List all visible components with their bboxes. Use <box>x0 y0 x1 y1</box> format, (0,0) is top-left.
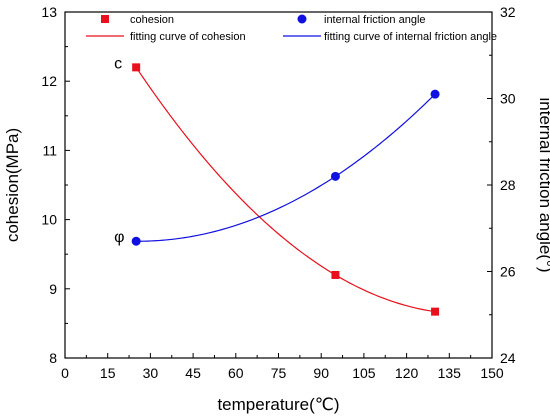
x-tick-label: 75 <box>271 365 287 381</box>
cohesion-point <box>331 270 340 279</box>
x-tick-label: 105 <box>352 365 376 381</box>
axis-labels: 0 15 30 45 60 75 90 105 120 135 150 8 9 10 11 12 13 24 26 2… <box>3 4 550 414</box>
legend-friction-label: internal friction angle <box>324 14 426 26</box>
x-tick-label: 15 <box>100 365 116 381</box>
y-right-axis-title: internal friction angle(°) <box>536 98 550 273</box>
legend-cohesion-label: cohesion <box>130 14 174 26</box>
cohesion-point <box>431 307 440 316</box>
legend-fit-friction-label: fitting curve of internal friction angle <box>324 31 497 43</box>
x-tick-label: 90 <box>313 365 329 381</box>
y-left-tick-label: 12 <box>41 73 57 89</box>
fitting-curves <box>135 67 436 313</box>
y-left-tick-label: 10 <box>41 212 57 228</box>
y-right-tick-label: 24 <box>500 350 516 366</box>
x-tick-label: 60 <box>228 365 244 381</box>
y-left-tick-label: 8 <box>49 350 57 366</box>
legend-fit-cohesion-label: fitting curve of cohesion <box>130 31 246 43</box>
cohesion-point <box>132 63 141 72</box>
y-left-tick-label: 9 <box>49 281 57 297</box>
y-right-tick-label: 32 <box>500 4 516 20</box>
y-left-axis-title: cohesion(MPa) <box>3 128 22 242</box>
x-tick-label: 30 <box>143 365 159 381</box>
legend-friction-marker <box>297 14 307 24</box>
legend-cohesion-marker <box>101 15 109 23</box>
x-tick-label: 135 <box>438 365 462 381</box>
legend: cohesion fitting curve of cohesion interna… <box>86 14 497 43</box>
x-tick-label: 120 <box>395 365 419 381</box>
fit-curve-friction-angle <box>136 93 436 242</box>
annotation-phi: φ <box>114 229 124 246</box>
annotations: cφ <box>114 55 124 246</box>
fit-curve-cohesion <box>135 67 436 313</box>
data-markers <box>131 63 440 316</box>
x-tick-label: 150 <box>480 365 504 381</box>
y-left-tick-label: 13 <box>41 4 57 20</box>
y-right-tick-label: 26 <box>500 264 516 280</box>
friction-angle-point <box>430 89 440 99</box>
y-right-tick-label: 28 <box>500 177 516 193</box>
y-left-tick-label: 11 <box>42 142 57 158</box>
friction-angle-point <box>330 171 340 181</box>
x-axis-title: temperature(℃) <box>217 395 339 414</box>
axes-frame <box>64 11 493 359</box>
annotation-c: c <box>114 55 122 72</box>
x-tick-label: 0 <box>61 365 69 381</box>
friction-angle-point <box>131 236 141 246</box>
y-right-tick-label: 30 <box>500 91 516 107</box>
x-tick-label: 45 <box>185 365 201 381</box>
plot-frame <box>64 11 493 359</box>
